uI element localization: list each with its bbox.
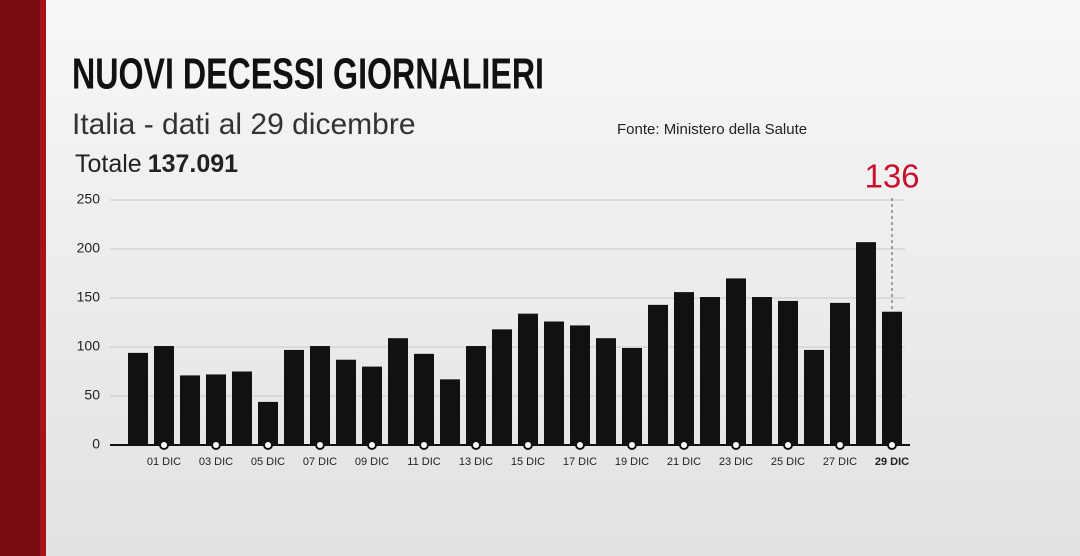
side-stripe-edge <box>40 0 46 556</box>
bar <box>570 325 590 445</box>
axis-marker <box>783 440 793 450</box>
bar <box>648 304 668 445</box>
axis-marker <box>471 440 481 450</box>
x-tick-label: 19 DIC <box>615 456 649 468</box>
source: Fonte: Ministero della Salute <box>617 121 807 138</box>
y-tick-label: 50 <box>84 387 100 403</box>
bar <box>674 292 694 445</box>
plot: 0 50 100 150 200 250 01 DIC 03 DIC 05 DIC 07 DIC 0… <box>77 158 920 468</box>
axis-marker <box>835 440 845 450</box>
bar <box>726 278 746 445</box>
x-tick-label: 09 DIC <box>355 456 389 468</box>
x-tick-label: 21 DIC <box>667 456 701 468</box>
subtitle: Italia - dati al 29 dicembre <box>72 108 416 141</box>
bar <box>804 349 824 445</box>
bar <box>700 297 720 445</box>
x-tick-label: 25 DIC <box>771 456 805 468</box>
bar <box>388 338 408 445</box>
axis-marker <box>731 440 741 450</box>
bar <box>310 346 330 445</box>
bar <box>284 349 304 445</box>
bar <box>232 371 252 445</box>
bar <box>492 329 512 445</box>
y-tick-label: 0 <box>92 436 100 452</box>
axis-marker <box>367 440 377 450</box>
axis-marker <box>679 440 689 450</box>
bar <box>622 347 642 445</box>
bar <box>778 300 798 445</box>
bar <box>206 374 226 445</box>
axis-marker <box>523 440 533 450</box>
x-tick-label: 15 DIC <box>511 456 545 468</box>
x-tick-label: 17 DIC <box>563 456 597 468</box>
x-tick-label: 05 DIC <box>251 456 285 468</box>
bar <box>180 375 200 445</box>
x-tick-label: 29 DIC <box>875 456 909 468</box>
y-tick-label: 100 <box>77 338 101 354</box>
axis-marker <box>211 440 221 450</box>
bar <box>258 401 278 445</box>
x-tick-label: 03 DIC <box>199 456 233 468</box>
x-tick-label: 13 DIC <box>459 456 493 468</box>
bar <box>882 311 902 445</box>
axis-marker <box>887 440 897 450</box>
x-tick-label: 11 DIC <box>407 456 440 468</box>
axis-marker <box>627 440 637 450</box>
x-tick-label: 01 DIC <box>147 456 181 468</box>
x-tick-label: 07 DIC <box>303 456 337 468</box>
total: Totale 137.091 <box>75 150 238 178</box>
bar <box>856 242 876 445</box>
bar <box>336 359 356 445</box>
x-tick-label: 23 DIC <box>719 456 753 468</box>
bar <box>154 346 174 445</box>
axis-marker <box>575 440 585 450</box>
bar <box>518 313 538 445</box>
bar <box>440 379 460 445</box>
total-value: 137.091 <box>148 150 238 178</box>
bar <box>466 346 486 445</box>
bar <box>544 321 564 445</box>
side-stripe <box>0 0 46 556</box>
total-label: Totale <box>75 150 142 178</box>
y-tick-label: 150 <box>77 289 101 305</box>
axis-marker <box>315 440 325 450</box>
bar <box>362 366 382 445</box>
chart-title: NUOVI DECESSI GIORNALIERI <box>72 50 544 99</box>
x-tick-label: 27 DIC <box>823 456 857 468</box>
bar <box>596 338 616 445</box>
axis-marker <box>263 440 273 450</box>
axis-marker <box>159 440 169 450</box>
value-label: 136 <box>864 158 919 195</box>
bar <box>128 352 148 445</box>
bar <box>752 297 772 445</box>
bar <box>414 353 434 445</box>
bar <box>830 302 850 445</box>
axis-marker <box>419 440 429 450</box>
y-tick-label: 200 <box>77 240 101 256</box>
y-tick-label: 250 <box>77 191 101 207</box>
